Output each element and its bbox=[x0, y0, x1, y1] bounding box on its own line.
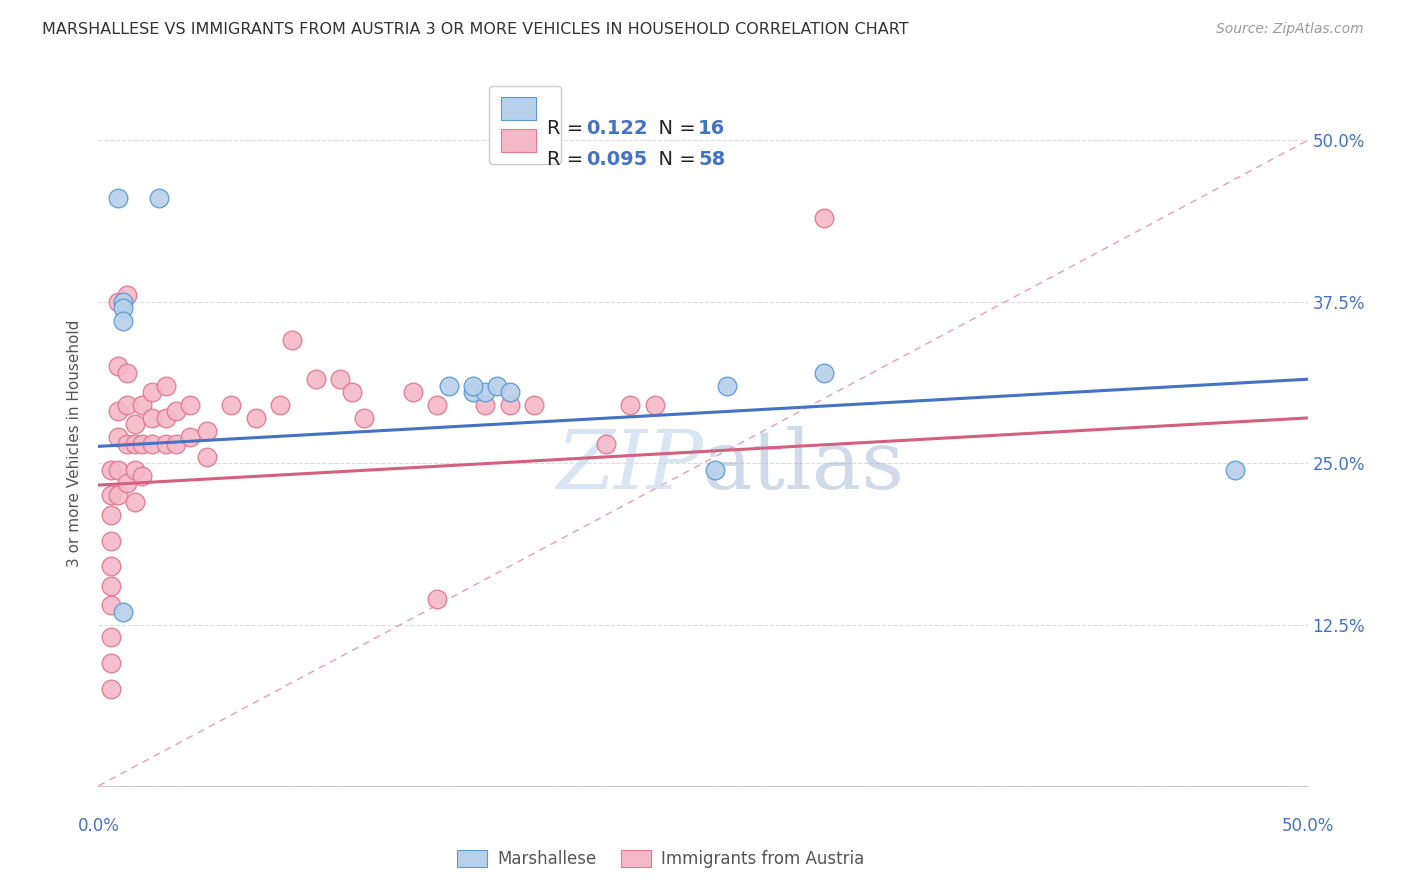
Point bbox=[179, 398, 201, 412]
Y-axis label: 3 or more Vehicles in Household: 3 or more Vehicles in Household bbox=[67, 320, 83, 567]
Point bbox=[329, 372, 352, 386]
Point bbox=[1223, 462, 1246, 476]
Point bbox=[179, 430, 201, 444]
Point bbox=[141, 385, 163, 400]
Point bbox=[523, 398, 546, 412]
Point bbox=[100, 533, 122, 548]
Point bbox=[117, 436, 139, 450]
Point bbox=[117, 366, 139, 380]
Text: atlas: atlas bbox=[703, 425, 905, 506]
Point bbox=[131, 469, 153, 483]
Point bbox=[353, 411, 375, 425]
Point bbox=[117, 398, 139, 412]
Point bbox=[131, 436, 153, 450]
Text: R =: R = bbox=[547, 150, 589, 169]
Text: 58: 58 bbox=[699, 150, 725, 169]
Point bbox=[463, 378, 485, 392]
Text: 0.095: 0.095 bbox=[586, 150, 647, 169]
Text: N =: N = bbox=[647, 120, 702, 138]
Point bbox=[124, 436, 146, 450]
Point bbox=[124, 462, 146, 476]
Point bbox=[195, 450, 218, 464]
Point bbox=[305, 372, 328, 386]
Point bbox=[474, 385, 496, 400]
Point bbox=[124, 417, 146, 432]
Point bbox=[107, 404, 129, 418]
Legend: , : , bbox=[489, 86, 561, 163]
Point bbox=[124, 495, 146, 509]
Point bbox=[716, 378, 738, 392]
Text: MARSHALLESE VS IMMIGRANTS FROM AUSTRIA 3 OR MORE VEHICLES IN HOUSEHOLD CORRELATI: MARSHALLESE VS IMMIGRANTS FROM AUSTRIA 3… bbox=[42, 22, 908, 37]
Point bbox=[813, 211, 835, 225]
Point bbox=[111, 314, 134, 328]
Point bbox=[107, 191, 129, 205]
Legend: Marshallese, Immigrants from Austria: Marshallese, Immigrants from Austria bbox=[450, 843, 872, 875]
Text: N =: N = bbox=[647, 150, 702, 169]
Point bbox=[426, 398, 449, 412]
Point bbox=[402, 385, 425, 400]
Point bbox=[100, 488, 122, 502]
Point bbox=[111, 301, 134, 316]
Point bbox=[463, 385, 485, 400]
Point bbox=[148, 191, 170, 205]
Point bbox=[619, 398, 641, 412]
Text: 0.122: 0.122 bbox=[586, 120, 647, 138]
Point bbox=[100, 631, 122, 645]
Text: R =: R = bbox=[547, 120, 589, 138]
Point bbox=[498, 398, 520, 412]
Point bbox=[342, 385, 364, 400]
Point bbox=[100, 598, 122, 612]
Text: ZIP: ZIP bbox=[557, 425, 703, 506]
Point bbox=[100, 681, 122, 696]
Point bbox=[117, 288, 139, 302]
Point bbox=[269, 398, 291, 412]
Point bbox=[141, 411, 163, 425]
Point bbox=[165, 404, 187, 418]
Point bbox=[704, 462, 727, 476]
Point bbox=[141, 436, 163, 450]
Point bbox=[107, 359, 129, 374]
Point bbox=[426, 591, 449, 606]
Point bbox=[281, 334, 304, 348]
Point bbox=[100, 559, 122, 574]
Point bbox=[107, 430, 129, 444]
Point bbox=[100, 462, 122, 476]
Text: Source: ZipAtlas.com: Source: ZipAtlas.com bbox=[1216, 22, 1364, 37]
Point bbox=[107, 294, 129, 309]
Point bbox=[498, 385, 520, 400]
Point bbox=[221, 398, 243, 412]
Point bbox=[111, 294, 134, 309]
Point bbox=[813, 366, 835, 380]
Point bbox=[100, 579, 122, 593]
Point bbox=[117, 475, 139, 490]
Point bbox=[155, 378, 177, 392]
Point bbox=[107, 488, 129, 502]
Point bbox=[474, 398, 496, 412]
Point bbox=[100, 508, 122, 522]
Point bbox=[165, 436, 187, 450]
Point bbox=[111, 605, 134, 619]
Point bbox=[155, 436, 177, 450]
Point bbox=[595, 436, 617, 450]
Point bbox=[195, 424, 218, 438]
Point bbox=[437, 378, 460, 392]
Point bbox=[155, 411, 177, 425]
Text: 16: 16 bbox=[699, 120, 725, 138]
Point bbox=[486, 378, 509, 392]
Point bbox=[245, 411, 267, 425]
Point bbox=[100, 657, 122, 671]
Point bbox=[644, 398, 666, 412]
Point bbox=[131, 398, 153, 412]
Point bbox=[107, 462, 129, 476]
